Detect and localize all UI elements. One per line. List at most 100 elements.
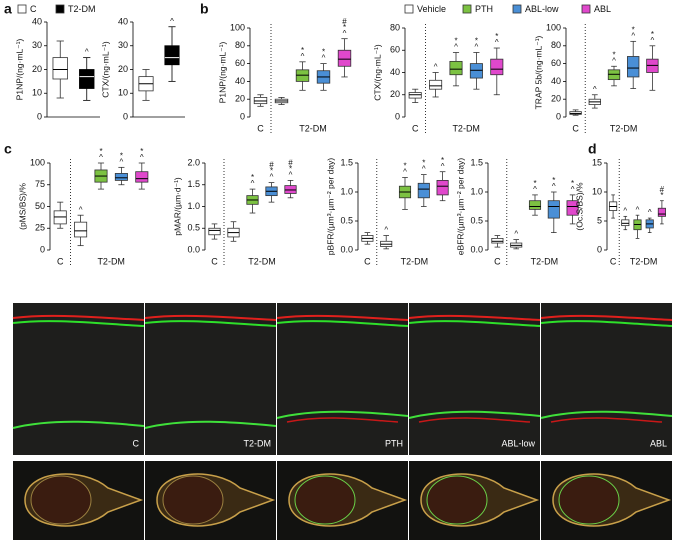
significance-mark: ^ <box>270 173 274 182</box>
image-label: ABL-low <box>501 438 535 448</box>
significance-mark: ^ <box>251 179 255 188</box>
surface-label <box>540 314 673 321</box>
inner-label <box>12 420 145 429</box>
y-tick-label: 100 <box>230 22 245 32</box>
significance-mark: ^ <box>623 206 627 215</box>
significance-mark: * <box>454 37 457 46</box>
box <box>74 221 88 238</box>
x-category-label: T2-DM <box>452 123 480 133</box>
significance-mark: ^ <box>441 162 445 171</box>
significance-mark: ^ <box>120 157 124 166</box>
significance-mark: ^ <box>648 208 652 217</box>
marrow <box>294 475 356 525</box>
significance-mark: ^ <box>343 29 347 38</box>
inner-label <box>408 410 541 419</box>
y-tick-label: 0.0 <box>470 244 483 254</box>
box <box>469 63 483 79</box>
y-tick-label: 0 <box>556 111 561 121</box>
x-category-label: C <box>610 256 617 266</box>
y-tick-label: 60 <box>390 45 400 55</box>
significance-mark: # <box>288 159 293 168</box>
y-axis-label: P1NP/(ng·mL⁻¹) <box>14 39 24 101</box>
x-category-label: C <box>412 123 419 133</box>
y-tick-label: 0.5 <box>187 223 200 233</box>
y-tick-label: 30 <box>118 40 128 50</box>
significance-mark: * <box>632 25 635 34</box>
significance-mark: ^ <box>434 63 438 72</box>
surface-label <box>144 314 277 321</box>
significance-mark: ^ <box>651 36 655 45</box>
y-tick-label: 60 <box>551 58 561 68</box>
significance-mark: * <box>441 156 444 165</box>
box <box>417 182 430 199</box>
y-tick-label: 1.5 <box>470 157 483 167</box>
x-category-label: C <box>572 123 579 133</box>
y-axis-label: eBFR/(µm³·µm⁻² per day) <box>455 158 465 256</box>
x-category-label: T2-DM <box>299 123 327 133</box>
significance-mark: * <box>651 30 654 39</box>
y-tick-label: 0.5 <box>470 215 483 225</box>
box <box>657 207 666 217</box>
inner-label <box>418 417 531 423</box>
significance-mark: ^ <box>301 52 305 61</box>
y-tick-label: 0 <box>240 111 245 121</box>
y-tick-label: 1.5 <box>187 179 200 189</box>
x-category-label: T2-DM <box>630 256 658 266</box>
y-tick-label: 10 <box>32 88 42 98</box>
legend-swatch <box>581 4 591 14</box>
x-category-label: T2-DM <box>610 123 638 133</box>
y-tick-label: 0.0 <box>340 244 353 254</box>
x-category-label: C <box>57 256 64 266</box>
significance-mark: ^ <box>140 153 144 162</box>
significance-mark: * <box>660 191 663 200</box>
inner-label <box>144 420 277 429</box>
box <box>164 45 180 66</box>
y-tick-label: 10 <box>592 186 602 196</box>
significance-mark: * <box>251 173 254 182</box>
legend-label: ABL <box>594 4 611 14</box>
surface-label <box>408 320 541 327</box>
significance-mark: * <box>533 179 536 188</box>
y-axis-label: TRAP 5b/(ng·mL⁻¹) <box>533 35 543 109</box>
surface-label <box>12 314 145 321</box>
inner-label <box>286 417 399 423</box>
surface-label <box>276 314 409 321</box>
significance-mark: ^ <box>636 205 640 214</box>
significance-mark: ^ <box>422 165 426 174</box>
x-category-label: T2-DM <box>97 256 125 266</box>
significance-mark: * <box>289 165 292 174</box>
box <box>449 60 463 76</box>
significance-mark: ^ <box>495 38 499 47</box>
significance-mark: ^ <box>85 48 89 57</box>
micrograph <box>145 303 276 455</box>
x-category-label: C <box>494 256 501 266</box>
x-category-label: C <box>257 123 264 133</box>
x-category-label: C <box>364 256 371 266</box>
y-tick-label: 100 <box>546 22 561 32</box>
box <box>621 219 630 227</box>
y-tick-label: 0 <box>597 244 602 254</box>
inner-label <box>540 410 673 419</box>
box <box>528 200 542 210</box>
box <box>436 179 449 196</box>
y-tick-label: 1.0 <box>187 201 200 211</box>
y-tick-label: 20 <box>551 94 561 104</box>
box <box>114 173 128 181</box>
x-category-label: T2-DM <box>248 256 276 266</box>
box <box>135 171 149 183</box>
legend-swatch <box>462 4 472 14</box>
significance-mark: * <box>322 48 325 57</box>
box <box>627 56 640 78</box>
micrograph <box>13 303 144 455</box>
y-tick-label: 40 <box>32 16 42 26</box>
y-tick-label: 0.0 <box>187 244 200 254</box>
y-axis-label: P1NP/(ng·mL⁻¹) <box>217 42 227 104</box>
significance-mark: ^ <box>99 153 103 162</box>
significance-mark: * <box>422 159 425 168</box>
y-tick-label: 0 <box>40 244 45 254</box>
legend-label: C <box>30 4 37 14</box>
significance-mark: * <box>475 37 478 46</box>
y-tick-label: 20 <box>118 64 128 74</box>
significance-mark: ^ <box>514 230 518 239</box>
significance-mark: ^ <box>79 205 83 214</box>
